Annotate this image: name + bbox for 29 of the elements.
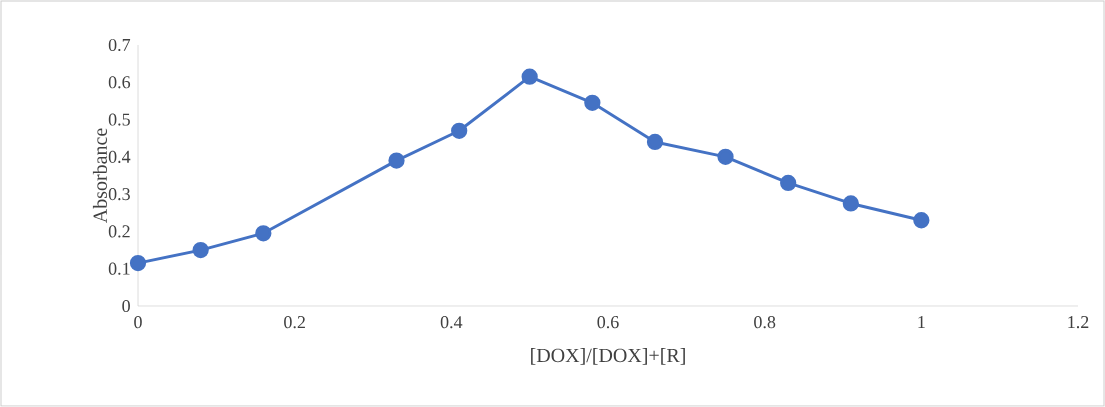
y-tick-label: 0.3 bbox=[108, 188, 130, 201]
y-tick-label: 0.6 bbox=[108, 76, 131, 89]
y-tick-label: 0.5 bbox=[108, 113, 130, 126]
x-tick-label: 0 bbox=[134, 316, 142, 329]
x-tick-label: 0.6 bbox=[597, 316, 619, 329]
x-tick-label: 0.4 bbox=[440, 316, 463, 329]
point bbox=[192, 241, 209, 259]
point bbox=[717, 148, 734, 165]
point bbox=[521, 68, 538, 85]
point bbox=[646, 133, 664, 151]
y-tick-label: 0 bbox=[122, 299, 130, 313]
y-tick-label: 0.1 bbox=[108, 262, 130, 275]
point bbox=[913, 212, 930, 229]
x-axis-title: [DOX]/[DOX]+[R] bbox=[531, 348, 685, 365]
y-axis-title: Absorbance bbox=[92, 128, 107, 224]
x-tick-label: 1.2 bbox=[1068, 316, 1089, 329]
x-tick-label: 1 bbox=[918, 316, 925, 328]
y-tick-label: 0.4 bbox=[108, 150, 131, 163]
point bbox=[780, 174, 797, 192]
point bbox=[129, 254, 147, 272]
point bbox=[255, 225, 272, 242]
x-tick-label: 0.8 bbox=[754, 316, 776, 329]
point bbox=[451, 122, 468, 139]
point bbox=[388, 152, 405, 169]
y-tick-label: 0.2 bbox=[108, 225, 130, 238]
x-tick-label: 0.2 bbox=[284, 316, 305, 329]
y-tick-label: 0.7 bbox=[108, 38, 131, 52]
point bbox=[842, 195, 859, 212]
point bbox=[584, 94, 601, 111]
